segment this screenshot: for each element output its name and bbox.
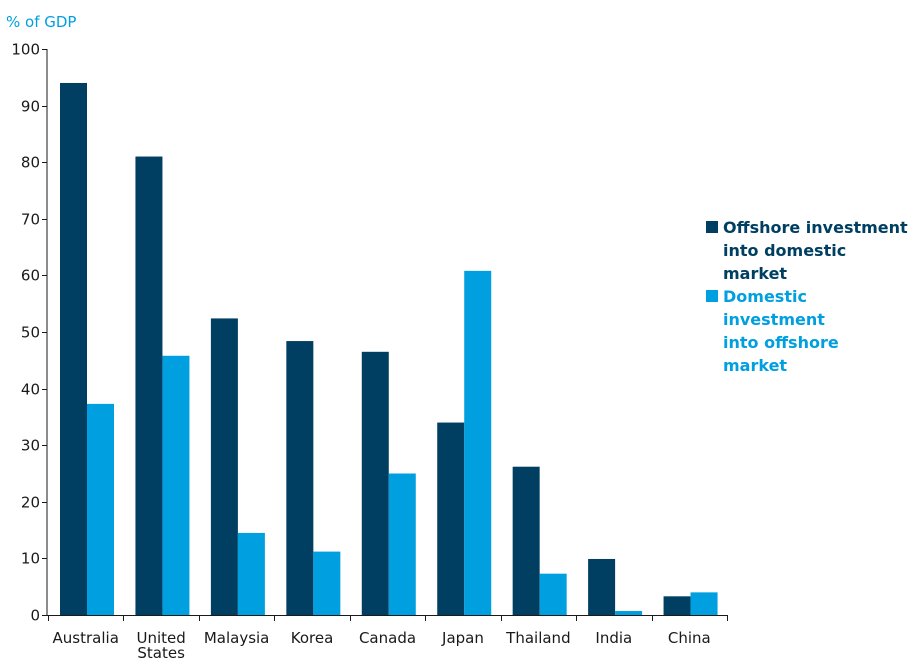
x-category-label: Korea xyxy=(291,629,334,647)
bar-domestic-china xyxy=(690,592,718,615)
y-tick-label: 10 xyxy=(21,550,40,568)
y-tick-label: 70 xyxy=(21,211,40,229)
x-category-label: Thailand xyxy=(505,629,570,647)
y-tick-label: 60 xyxy=(21,267,40,285)
y-tick-label: 0 xyxy=(30,607,40,625)
bar-domestic-australia xyxy=(87,403,114,615)
bar-offshore-australia xyxy=(60,82,87,615)
x-category-label: India xyxy=(595,629,632,647)
y-axis-ticks: 0 10 20 30 40 50 60 70 80 90 100 xyxy=(11,41,47,625)
bar-offshore-malaysia xyxy=(210,318,238,615)
bar-offshore-japan xyxy=(437,422,465,615)
y-tick-label: 80 xyxy=(21,154,40,172)
bar-domestic-united-states xyxy=(162,355,190,615)
bar-domestic-canada xyxy=(388,473,416,615)
bar-offshore-korea xyxy=(286,341,314,615)
y-tick-label: 100 xyxy=(11,41,40,59)
bar-offshore-canada xyxy=(361,351,389,615)
bar-domestic-malaysia xyxy=(237,532,265,615)
legend-item-domestic: Domestic investment into offshore market xyxy=(706,285,908,377)
y-tick-label: 50 xyxy=(21,324,40,342)
y-tick-label: 90 xyxy=(21,98,40,116)
chart-legend: Offshore investment into domestic market… xyxy=(706,216,908,377)
legend-label-domestic: Domestic investment into offshore market xyxy=(723,287,839,375)
y-axis-unit-label: % of GDP xyxy=(6,13,76,31)
legend-label-offshore: Offshore investment into domestic market xyxy=(723,218,908,283)
x-category-label: United States xyxy=(137,629,186,661)
bar-offshore-china xyxy=(663,596,691,615)
chart-bars xyxy=(60,82,718,616)
x-axis-categories: Australia United States Malaysia Korea Canada… xyxy=(48,615,728,661)
legend-swatch-offshore xyxy=(706,221,718,233)
bar-domestic-japan xyxy=(464,270,492,615)
x-category-label: Canada xyxy=(359,629,416,647)
bar-domestic-india xyxy=(615,611,643,615)
x-category-label: Australia xyxy=(53,629,119,647)
y-tick-label: 20 xyxy=(21,494,40,512)
x-category-label: Malaysia xyxy=(204,629,270,647)
bar-domestic-korea xyxy=(313,551,341,615)
bar-offshore-india xyxy=(588,558,616,615)
x-category-label: China xyxy=(668,629,711,647)
y-tick-label: 30 xyxy=(21,437,40,455)
legend-swatch-domestic xyxy=(706,290,718,302)
bar-offshore-united-states xyxy=(135,156,163,616)
legend-item-offshore: Offshore investment into domestic market xyxy=(706,216,908,285)
y-tick-label: 40 xyxy=(21,381,40,399)
bar-offshore-thailand xyxy=(512,466,540,615)
bar-domestic-thailand xyxy=(539,573,567,615)
x-category-label: Japan xyxy=(441,629,484,647)
